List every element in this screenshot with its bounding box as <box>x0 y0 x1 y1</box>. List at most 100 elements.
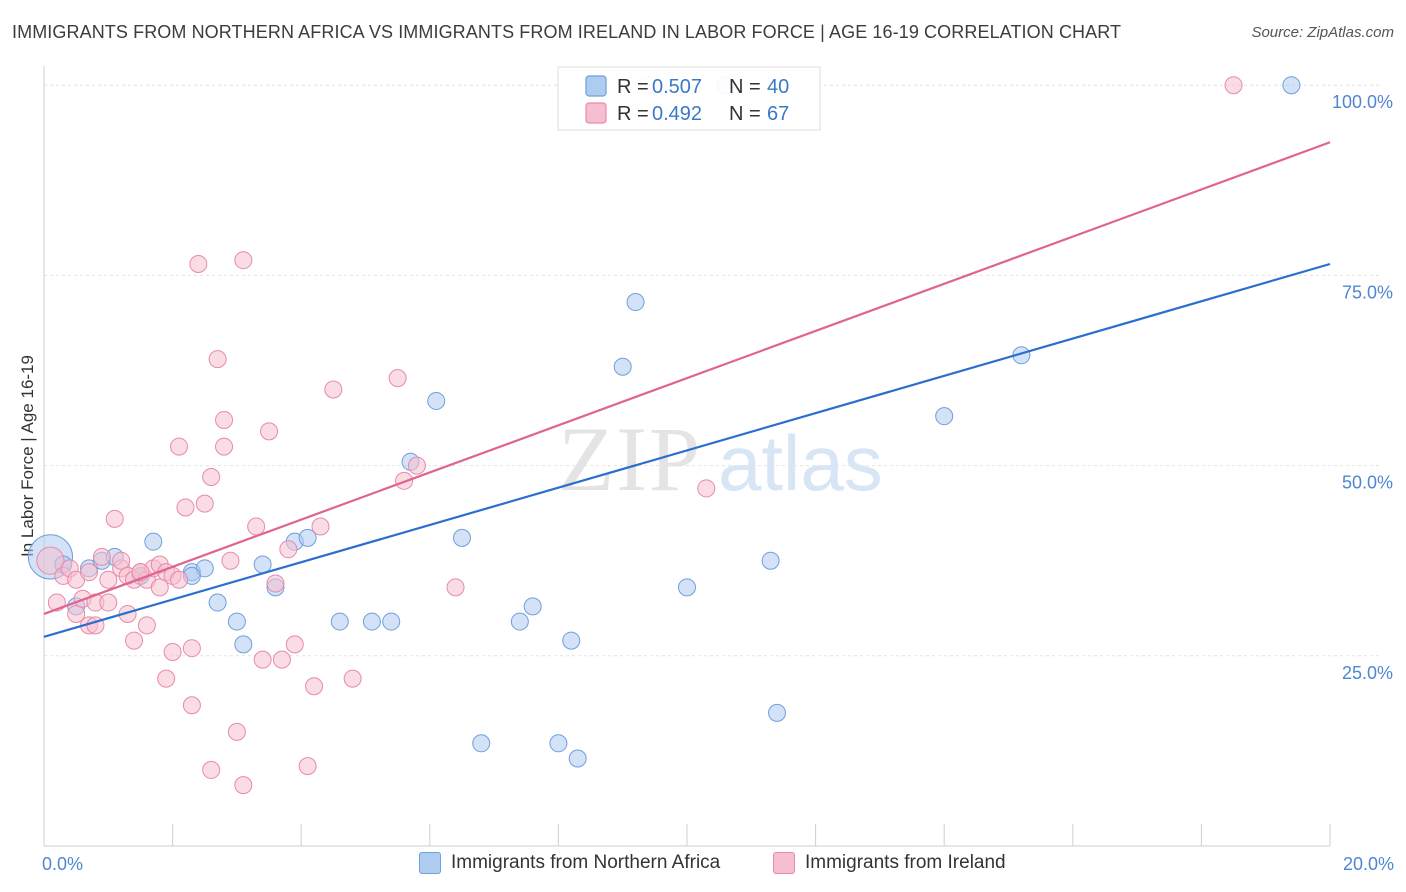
point-ireland <box>298 757 317 776</box>
point-northern-africa <box>678 578 696 597</box>
point-ireland <box>285 635 304 654</box>
chart-title: IMMIGRANTS FROM NORTHERN AFRICA VS IMMIG… <box>12 22 1122 42</box>
point-northern-africa <box>935 407 954 426</box>
gridlines <box>44 84 1380 657</box>
point-northern-africa <box>253 555 272 574</box>
point-northern-africa <box>568 749 587 768</box>
legend: R = 0.507 N = 40 R = 0.492 N = 67 <box>557 66 821 131</box>
point-ireland <box>227 722 246 741</box>
y-tick-label: 50.0% <box>1342 473 1393 493</box>
source-label: Source: ZipAtlas.com <box>1251 24 1394 41</box>
point-ireland <box>67 604 86 623</box>
point-northern-africa <box>208 593 227 612</box>
point-ireland <box>182 639 201 658</box>
point-ireland <box>150 578 169 597</box>
point-northern-africa <box>330 612 349 631</box>
legend-r-value: 0.507 <box>652 76 702 98</box>
point-northern-africa <box>362 612 381 631</box>
axes <box>43 66 1331 847</box>
point-northern-africa <box>1282 76 1301 95</box>
point-northern-africa <box>523 597 542 616</box>
legend-n-label: N = <box>729 103 761 125</box>
point-ireland <box>125 631 144 650</box>
svg-text:atlas: atlas <box>718 419 883 507</box>
y-tick-label: 100.0% <box>1332 92 1393 112</box>
point-ireland <box>343 669 362 688</box>
y-tick-label: 75.0% <box>1342 282 1393 302</box>
point-northern-africa <box>427 391 446 410</box>
point-northern-africa <box>472 734 491 753</box>
watermark: ZIP atlas <box>558 408 883 510</box>
point-ireland <box>36 546 65 575</box>
point-ireland <box>221 551 240 570</box>
point-northern-africa <box>510 612 529 631</box>
tick-labels: 25.0% 50.0% 75.0% 100.0% 0.0% 20.0% <box>42 92 1394 874</box>
point-ireland <box>170 570 189 589</box>
point-ireland <box>697 479 716 498</box>
point-ireland <box>272 650 291 669</box>
point-ireland <box>215 410 234 429</box>
point-ireland <box>234 251 253 270</box>
point-northern-africa <box>234 635 253 654</box>
point-ireland <box>253 650 272 669</box>
point-ireland <box>92 547 111 566</box>
point-ireland <box>202 468 221 487</box>
legend-r-label: R = <box>617 76 649 98</box>
x-tick-label: 20.0% <box>1343 854 1394 874</box>
legend-r-value: 0.492 <box>652 103 702 125</box>
point-ireland <box>215 437 234 456</box>
point-ireland <box>234 776 253 795</box>
legend-swatch-blue <box>419 852 441 874</box>
y-tick-label: 25.0% <box>1342 663 1393 683</box>
point-northern-africa <box>227 612 246 631</box>
point-ireland <box>446 578 465 597</box>
data-points <box>27 76 1301 795</box>
point-ireland <box>99 570 118 589</box>
point-northern-africa <box>382 612 401 631</box>
point-ireland <box>112 551 131 570</box>
point-northern-africa <box>144 532 163 551</box>
point-ireland <box>260 422 279 441</box>
point-ireland <box>388 369 407 388</box>
bottom-legend-item-ireland: Immigrants from Ireland <box>773 852 1006 874</box>
point-ireland <box>305 677 324 696</box>
point-ireland <box>324 380 343 399</box>
point-ireland <box>170 437 189 456</box>
point-northern-africa <box>562 631 581 650</box>
x-tick-label: 0.0% <box>42 854 83 874</box>
point-northern-africa <box>626 293 645 312</box>
legend-n-label: N = <box>729 76 761 98</box>
point-northern-africa <box>768 703 787 722</box>
bottom-legend-item-northern-africa: Immigrants from Northern Africa <box>419 852 720 874</box>
legend-marker-ireland <box>585 102 607 124</box>
point-ireland <box>99 593 118 612</box>
point-ireland <box>137 616 156 635</box>
legend-r-label: R = <box>617 103 649 125</box>
trend-line-ireland <box>43 141 1331 615</box>
legend-label-ireland: Immigrants from Ireland <box>805 852 1006 873</box>
trend-line-northern-africa <box>43 262 1331 638</box>
point-ireland <box>163 643 182 661</box>
point-ireland <box>105 509 124 528</box>
point-ireland <box>157 669 176 688</box>
point-ireland <box>208 350 227 369</box>
point-ireland <box>80 563 99 582</box>
point-northern-africa <box>452 528 471 547</box>
point-northern-africa <box>761 551 780 570</box>
point-ireland <box>1224 76 1243 95</box>
legend-label-northern-africa: Immigrants from Northern Africa <box>451 852 721 873</box>
svg-text:ZIP: ZIP <box>558 408 702 510</box>
point-ireland <box>279 540 298 559</box>
point-ireland <box>407 456 426 475</box>
point-northern-africa <box>613 357 632 376</box>
point-ireland <box>189 255 208 273</box>
legend-n-value: 67 <box>767 103 789 125</box>
legend-swatch-pink <box>773 852 795 874</box>
point-northern-africa <box>298 528 317 547</box>
point-ireland <box>311 517 330 536</box>
trend-lines <box>43 141 1331 638</box>
legend-marker-northern-africa <box>585 75 607 97</box>
point-ireland <box>195 494 214 513</box>
point-ireland <box>202 760 221 779</box>
